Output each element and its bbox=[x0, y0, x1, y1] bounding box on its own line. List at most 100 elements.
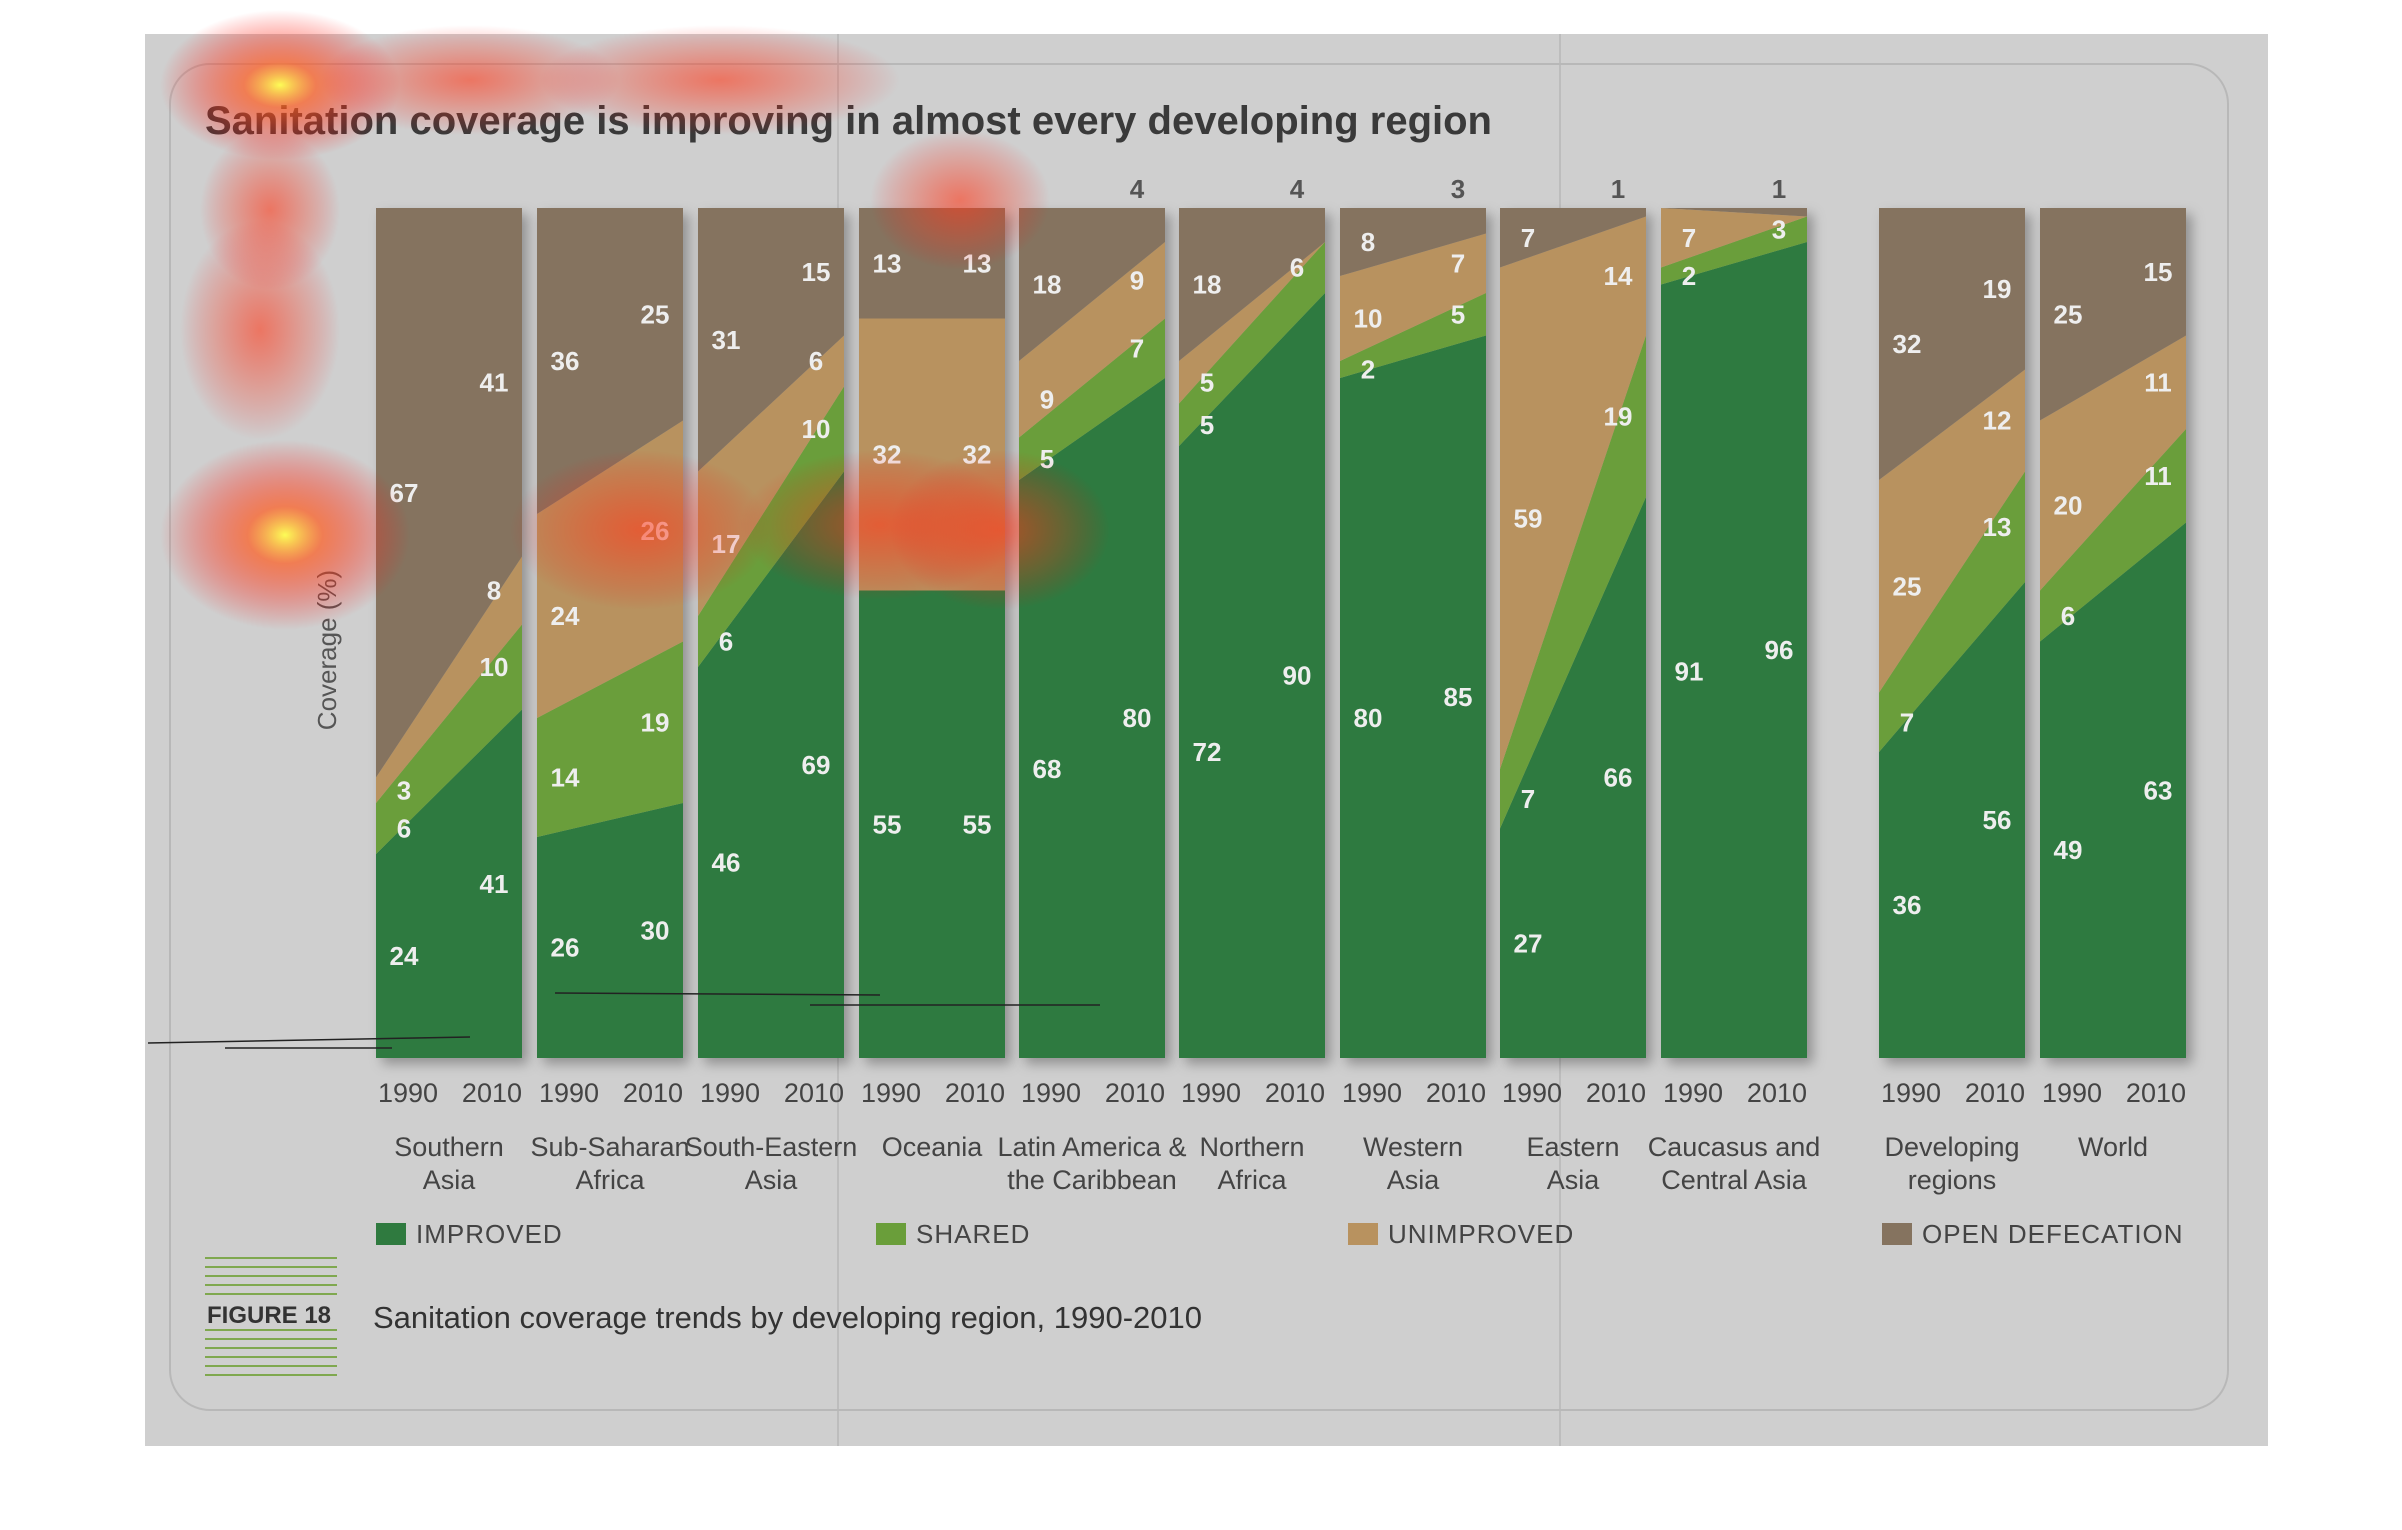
region-columns bbox=[376, 208, 2186, 1058]
region-9-shared-2010-label: 13 bbox=[1983, 512, 2012, 542]
region-3-name-line1: Oceania bbox=[882, 1132, 984, 1162]
region-1-improved-1990-label: 26 bbox=[551, 933, 580, 963]
region-2-name-line1: South-Eastern bbox=[685, 1132, 858, 1162]
region-9-shared-area bbox=[1879, 471, 2025, 752]
region-6-unimproved-2010-label: 7 bbox=[1451, 248, 1465, 278]
region-4-open-1990-label: 18 bbox=[1033, 270, 1062, 300]
region-6-column bbox=[1340, 208, 1486, 1058]
region-6-open-1990-label: 8 bbox=[1361, 227, 1375, 257]
region-7-shared-area bbox=[1500, 335, 1646, 829]
region-8-unimproved-area bbox=[1661, 208, 1807, 268]
region-5-open-1990-label: 18 bbox=[1193, 270, 1222, 300]
region-5-improved-2010-label: 90 bbox=[1283, 661, 1312, 691]
region-9-open-area bbox=[1879, 208, 2025, 480]
region-7-open-area bbox=[1500, 208, 1646, 268]
region-8-name-line1: Caucasus and bbox=[1648, 1132, 1821, 1162]
region-10-shared-2010-label: 11 bbox=[2144, 461, 2172, 491]
region-0-shared-area bbox=[376, 624, 522, 854]
region-4-unimproved-1990-label: 9 bbox=[1040, 384, 1054, 414]
region-2-name-line2: Asia bbox=[745, 1165, 799, 1195]
region-8-column bbox=[1661, 208, 1807, 1058]
figure-label: FIGURE 18 bbox=[207, 1302, 331, 1329]
region-1-year-1990: 1990 bbox=[539, 1078, 599, 1108]
region-7-name-line1: Eastern bbox=[1526, 1132, 1619, 1162]
region-10-open-1990-label: 25 bbox=[2054, 299, 2083, 329]
legend-swatch-improved bbox=[376, 1223, 406, 1245]
region-10-name-line1: World bbox=[2078, 1132, 2148, 1162]
region-0-name-line2: Asia bbox=[423, 1165, 477, 1195]
region-7-open-2010-label: 1 bbox=[1611, 174, 1625, 204]
region-0-name-line1: Southern bbox=[394, 1132, 504, 1162]
region-9-name-line2: regions bbox=[1908, 1165, 1997, 1195]
region-7-unimproved-2010-label: 14 bbox=[1604, 261, 1633, 291]
region-7-shared-2010-label: 19 bbox=[1604, 401, 1633, 431]
region-5-improved-1990-label: 72 bbox=[1193, 737, 1222, 767]
region-5-unimproved-1990-label: 5 bbox=[1200, 367, 1214, 397]
region-9-unimproved-2010-label: 12 bbox=[1983, 406, 2012, 436]
region-5-name-line1: Northern bbox=[1199, 1132, 1304, 1162]
region-9-open-2010-label: 19 bbox=[1983, 274, 2012, 304]
region-2-improved-2010-label: 69 bbox=[802, 750, 831, 780]
region-2-shared-1990-label: 6 bbox=[719, 627, 733, 657]
region-6-shared-area bbox=[1340, 293, 1486, 378]
region-6-name-line1: Western bbox=[1363, 1132, 1463, 1162]
region-7-improved-area bbox=[1500, 497, 1646, 1058]
region-2-open-2010-label: 15 bbox=[802, 257, 831, 287]
region-1-open-1990-label: 36 bbox=[551, 346, 580, 376]
region-8-improved-area bbox=[1661, 242, 1807, 1058]
region-0-year-2010: 2010 bbox=[462, 1078, 522, 1108]
region-10-open-2010-label: 15 bbox=[2144, 257, 2173, 287]
region-8-shared-1990-label: 2 bbox=[1682, 261, 1696, 291]
region-4-open-area bbox=[1019, 208, 1165, 361]
region-9-improved-2010-label: 56 bbox=[1983, 805, 2012, 835]
figure-stripes-icon bbox=[205, 1257, 337, 1376]
region-3-improved-area bbox=[859, 590, 1005, 1058]
region-1-unimproved-1990-label: 24 bbox=[551, 601, 580, 631]
region-6-year-1990: 1990 bbox=[1342, 1078, 1402, 1108]
region-2-unimproved-2010-label: 6 bbox=[809, 346, 823, 376]
region-3-improved-1990-label: 55 bbox=[873, 809, 902, 839]
region-10-improved-2010-label: 63 bbox=[2144, 775, 2173, 805]
region-4-shared-area bbox=[1019, 318, 1165, 480]
region-2-open-area bbox=[698, 208, 844, 472]
legend-label-unimproved: UNIMPROVED bbox=[1388, 1219, 1574, 1249]
region-7-improved-1990-label: 27 bbox=[1514, 928, 1543, 958]
region-3-open-1990-label: 13 bbox=[873, 248, 902, 278]
region-9-year-1990: 1990 bbox=[1881, 1078, 1941, 1108]
region-10-open-area bbox=[2040, 208, 2186, 421]
region-3-year-2010: 2010 bbox=[945, 1078, 1005, 1108]
region-9-open-1990-label: 32 bbox=[1893, 329, 1922, 359]
region-0-shared-1990-label: 6 bbox=[397, 814, 411, 844]
region-0-shared-2010-label: 10 bbox=[480, 652, 509, 682]
region-8-improved-2010-label: 96 bbox=[1765, 635, 1794, 665]
region-6-open-2010-label: 3 bbox=[1451, 174, 1465, 204]
region-8-shared-2010-label: 3 bbox=[1772, 214, 1786, 244]
region-0-column bbox=[376, 208, 522, 1058]
region-6-shared-2010-label: 5 bbox=[1451, 299, 1465, 329]
region-1-improved-2010-label: 30 bbox=[641, 916, 670, 946]
region-5-shared-area bbox=[1179, 242, 1325, 446]
region-5-improved-area bbox=[1179, 293, 1325, 1058]
region-4-name-line2: the Caribbean bbox=[1007, 1165, 1177, 1195]
region-7-open-1990-label: 7 bbox=[1521, 223, 1535, 253]
region-4-open-2010-label: 4 bbox=[1130, 174, 1145, 204]
region-7-improved-2010-label: 66 bbox=[1604, 763, 1633, 793]
region-0-improved-2010-label: 41 bbox=[480, 869, 509, 899]
region-8-open-area bbox=[1661, 208, 1807, 217]
annotation-lines bbox=[147, 992, 1100, 1049]
region-7-unimproved-area bbox=[1500, 216, 1646, 769]
region-7-shared-1990-label: 7 bbox=[1521, 784, 1535, 814]
region-4-year-1990: 1990 bbox=[1021, 1078, 1081, 1108]
region-2-year-2010: 2010 bbox=[784, 1078, 844, 1108]
figure-caption: Sanitation coverage trends by developing… bbox=[373, 1300, 1202, 1335]
region-9-improved-area bbox=[1879, 582, 2025, 1058]
legend-label-shared: SHARED bbox=[916, 1219, 1030, 1249]
region-6-name-line2: Asia bbox=[1387, 1165, 1441, 1195]
value-labels: 2441610386741263014192426362546696101763… bbox=[390, 174, 2173, 971]
region-8-unimproved-1990-label: 7 bbox=[1682, 223, 1696, 253]
region-0-year-1990: 1990 bbox=[378, 1078, 438, 1108]
region-10-improved-area bbox=[2040, 522, 2186, 1058]
region-0-open-area bbox=[376, 208, 522, 778]
region-5-year-1990: 1990 bbox=[1181, 1078, 1241, 1108]
